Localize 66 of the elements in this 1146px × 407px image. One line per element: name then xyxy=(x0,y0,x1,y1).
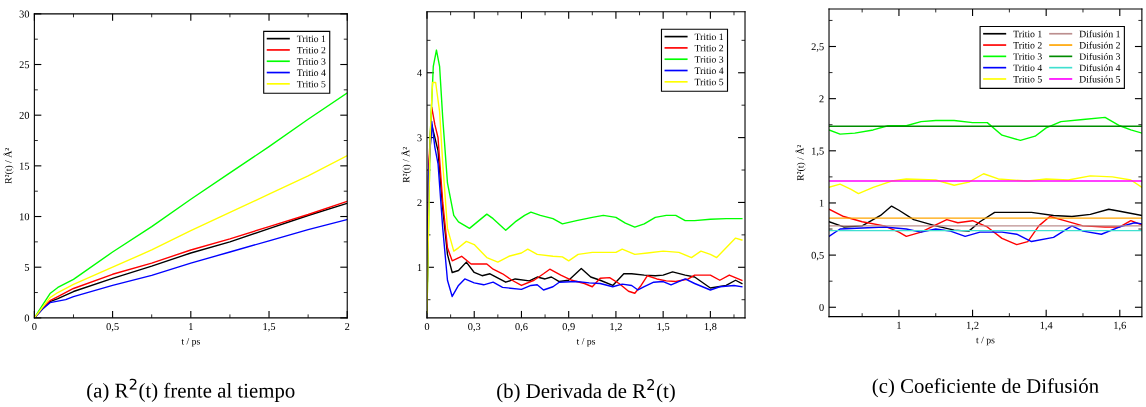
y-tick-label: 15 xyxy=(20,162,30,170)
y-tick-label: 0 xyxy=(24,314,30,322)
y-tick-label: 1,5 xyxy=(812,147,824,157)
y-tick-label: 2 xyxy=(819,95,824,103)
x-tick-label: 0,3 xyxy=(468,323,481,332)
y-tick-label: 0,5 xyxy=(811,251,824,261)
legend-label: Difusión 3 xyxy=(1079,52,1121,60)
legend-label: Tritio 3 xyxy=(296,58,326,65)
text: (c) Coeficiente de Difusión xyxy=(872,378,1099,398)
y-axis-title: R²(t) / Å² xyxy=(795,144,806,181)
legend-label: Difusión 4 xyxy=(1079,64,1121,72)
legend-label: Tritio 1 xyxy=(296,35,326,43)
y-tick-label: 25 xyxy=(19,61,30,69)
x-tick-label: 1,2 xyxy=(610,323,622,332)
line-series xyxy=(829,208,1142,246)
y-tick-label: 1 xyxy=(819,199,824,207)
y-tick-label: 30 xyxy=(19,10,30,18)
x-tick-label: 2 xyxy=(345,323,350,330)
y-axis-title: R²(t) / Å² xyxy=(3,148,14,184)
x-tick-label: 1,5 xyxy=(263,323,276,332)
legend-label: Tritio 4 xyxy=(1013,64,1043,72)
text: (a) R$^{2}$(t) frente al tiempo xyxy=(87,378,295,402)
legend-label: Tritio 4 xyxy=(296,69,326,77)
legend-label: Tritio 2 xyxy=(1013,42,1042,49)
x-tick-label: 0,5 xyxy=(106,323,119,332)
y-tick-label: 5 xyxy=(24,263,30,271)
y-tick-label: 20 xyxy=(19,111,30,119)
x-tick-label: 1 xyxy=(897,321,901,329)
legend-label: Difusión 2 xyxy=(1079,41,1120,49)
legend-label: Tritio 3 xyxy=(694,56,724,63)
y-tick-label: 10 xyxy=(20,213,30,221)
legend-label: Tritio 2 xyxy=(694,44,724,52)
legend-label: Tritio 5 xyxy=(296,80,326,88)
legend-label: Tritio 5 xyxy=(1013,75,1042,83)
text: (b) Derivada de R$^{2}$(t) xyxy=(497,379,675,403)
legend-label: Tritio 1 xyxy=(694,33,724,41)
y-tick-label: 2 xyxy=(417,199,422,207)
y-tick-label: 3 xyxy=(417,134,422,142)
legend-label: Tritio 5 xyxy=(694,78,724,86)
y-tick-label: 2,5 xyxy=(811,43,824,52)
x-tick-label: 0,6 xyxy=(515,323,528,332)
legend-label: Tritio 4 xyxy=(694,67,724,75)
x-axis-title: t / ps xyxy=(181,338,200,347)
legend-label: Tritio 3 xyxy=(1013,53,1042,60)
x-tick-label: 0 xyxy=(424,323,430,331)
x-tick-label: 1,2 xyxy=(966,321,979,331)
line-series xyxy=(829,222,1142,243)
y-tick-label: 0 xyxy=(819,303,824,311)
x-tick-label: 1,4 xyxy=(1040,321,1053,331)
x-tick-label: 1 xyxy=(189,323,193,330)
legend-label: Tritio 1 xyxy=(1013,30,1042,38)
x-tick-label: 1,8 xyxy=(704,323,717,332)
x-axis-title: t / ps xyxy=(576,338,596,347)
legend-label: Tritio 2 xyxy=(296,46,326,54)
x-tick-label: 1,6 xyxy=(1114,321,1126,331)
line-series xyxy=(829,173,1142,195)
line-series xyxy=(829,116,1142,142)
legend-label: Difusión 5 xyxy=(1079,75,1121,83)
y-axis-title: R²(t) / Å² xyxy=(401,147,412,183)
y-tick-label: 1 xyxy=(417,264,422,271)
legend-label: Difusión 1 xyxy=(1079,30,1120,38)
x-axis-title: t / ps xyxy=(976,336,995,346)
y-tick-label: 4 xyxy=(417,69,422,77)
x-tick-label: 0,9 xyxy=(562,323,575,332)
x-tick-label: 1,5 xyxy=(657,323,670,332)
x-tick-label: 0 xyxy=(32,323,37,331)
